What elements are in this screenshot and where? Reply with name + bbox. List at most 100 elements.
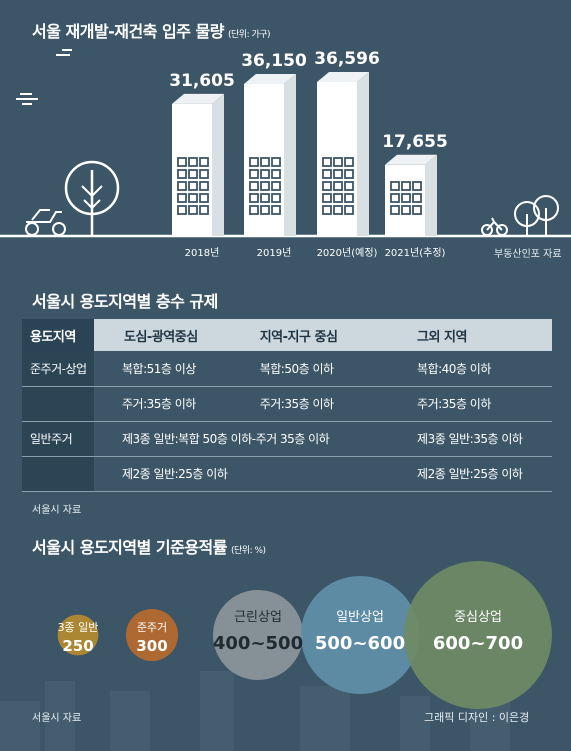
ratio-category-label: 준주거 <box>137 621 167 634</box>
bar-window <box>199 169 209 179</box>
header-zone: 용도지역 <box>22 319 94 351</box>
bar <box>317 72 369 236</box>
table-cell: 복합:50층 이하 <box>259 361 334 376</box>
bar-top <box>172 93 224 104</box>
bar-window <box>333 205 343 215</box>
floor-area-ratio-chart: 3종 일반 250 준주거 300 근린상업 400~500 일반상업 500~600 중심상업… <box>0 561 552 751</box>
ratio-circle <box>212 589 304 681</box>
section3-unit: (단위: %) <box>231 546 266 556</box>
bar-top <box>385 154 437 165</box>
bar-window <box>333 157 343 167</box>
header-other: 그외 지역 <box>377 319 552 351</box>
small-trees-icon <box>481 195 559 236</box>
section3-source: 서울시 자료 <box>32 713 82 724</box>
bar-window <box>249 205 259 215</box>
ratio-value-label: 250 <box>62 637 93 655</box>
bar-window <box>177 193 187 203</box>
zone-cell <box>22 385 94 421</box>
bar-window <box>322 169 332 179</box>
ratio-value-label: 500~600 <box>315 633 405 654</box>
bar-value-label: 17,655 <box>382 132 448 152</box>
bar-window <box>333 169 343 179</box>
bar-value-label: 36,596 <box>314 49 380 69</box>
bar-window <box>271 205 281 215</box>
section2-source: 서울시 자료 <box>32 505 82 516</box>
bar-window <box>260 205 270 215</box>
section1-source: 부동산인포 자료 <box>494 249 562 260</box>
bar-top <box>317 72 369 82</box>
bar-window <box>271 181 281 191</box>
header-regional: 지역-지구 중심 <box>239 319 378 351</box>
zone-cell: 준주거-상업 <box>22 351 94 386</box>
bar-side <box>284 73 296 236</box>
table-cell: 제3종 일반:35층 이하 <box>377 420 552 456</box>
bar-window <box>260 169 270 179</box>
table-cell: 제3종 일반:복합 50층 이하-주거 35층 이하 <box>94 420 378 456</box>
bar-value-label: 31,605 <box>169 71 235 91</box>
section3-title: 서울시 용도지역별 기준용적률 (단위: %) <box>32 534 266 558</box>
ratio-value-label: 400~500 <box>213 633 303 654</box>
ratio-value-label: 600~700 <box>433 633 523 654</box>
ratio-category-label: 3종 일반 <box>58 620 99 634</box>
bar-window <box>322 205 332 215</box>
bar <box>385 154 437 236</box>
bar-window <box>199 181 209 191</box>
credit: 그래픽 디자인 : 이은경 <box>424 711 530 724</box>
bar-window <box>199 205 209 215</box>
table-cell: 제2종 일반:25층 이하 <box>94 455 378 492</box>
bar-window <box>249 157 259 167</box>
bar-window <box>333 193 343 203</box>
bar-window <box>344 181 354 191</box>
bar-window <box>271 169 281 179</box>
ratio-category-label: 중심상업 <box>454 610 502 625</box>
zone-cell: 일반주거 <box>22 420 94 456</box>
bar-window <box>322 193 332 203</box>
table-row: 주거:35층 이하 주거:35층 이하 주거:35층 이하 <box>22 385 552 421</box>
scooter-icon <box>25 209 66 236</box>
table-cell: 주거:35층 이하 <box>94 385 240 421</box>
table-cell: 주거:35층 이하 <box>377 385 552 421</box>
bar-window <box>177 169 187 179</box>
ratio-category-label: 일반상업 <box>336 610 384 625</box>
table-row: 준주거-상업 복합:51층 이상 복합:50층 이하 복합:40층 이하 <box>22 351 552 386</box>
table-row: 일반주거 제3종 일반:복합 50층 이하-주거 35층 이하 제3종 일반:3… <box>22 420 552 456</box>
header-downtown: 도심-광역중심 <box>94 319 240 351</box>
bar-window <box>249 193 259 203</box>
tree-icon <box>64 160 120 236</box>
bar-window <box>199 157 209 167</box>
housing-bar-chart: 31,605 2018년 36,150 2019년 36,596 2020년(예정) 17,… <box>0 49 571 259</box>
skyline-silhouette <box>0 671 510 751</box>
bar-window <box>188 157 198 167</box>
ratio-circle <box>57 614 99 656</box>
bar-window <box>390 193 400 203</box>
section2-title: 서울시 용도지역별 층수 규제 <box>32 292 218 311</box>
bar-window <box>260 193 270 203</box>
bar-window <box>188 205 198 215</box>
bar-window <box>177 205 187 215</box>
bar-side <box>357 72 369 236</box>
ratio-value-label: 300 <box>136 637 167 655</box>
bar-category-label: 2021년(추정) <box>385 247 446 259</box>
bar-window <box>322 181 332 191</box>
bar-top <box>244 73 296 84</box>
bar-window <box>344 193 354 203</box>
bar-window <box>412 193 422 203</box>
ratio-circle <box>404 561 552 709</box>
bar-window <box>260 181 270 191</box>
bar-category-label: 2020년(예정) <box>317 247 378 259</box>
table-cell: 복합:51층 이상 <box>122 361 196 376</box>
table-row: 제2종 일반:25층 이하 제2종 일반:25층 이하 <box>22 455 552 492</box>
table-cell: 주거:35층 이하 <box>239 385 378 421</box>
bar-window <box>188 193 198 203</box>
bar-window <box>412 181 422 191</box>
cloud-icon <box>16 49 72 105</box>
bar-side <box>425 154 437 236</box>
floor-regulation-table: 용도지역 도심-광역중심 지역-지구 중심 그외 지역 준주거-상업 복합:51… <box>22 319 552 492</box>
bar-window <box>401 205 411 215</box>
bar-window <box>188 181 198 191</box>
bar-side <box>212 93 224 237</box>
bar-window <box>344 169 354 179</box>
table-cell: 복합:40층 이하 <box>417 361 491 376</box>
section1-title-text: 서울 재개발-재건축 입주 물량 <box>32 22 225 41</box>
zone-cell <box>22 455 94 492</box>
